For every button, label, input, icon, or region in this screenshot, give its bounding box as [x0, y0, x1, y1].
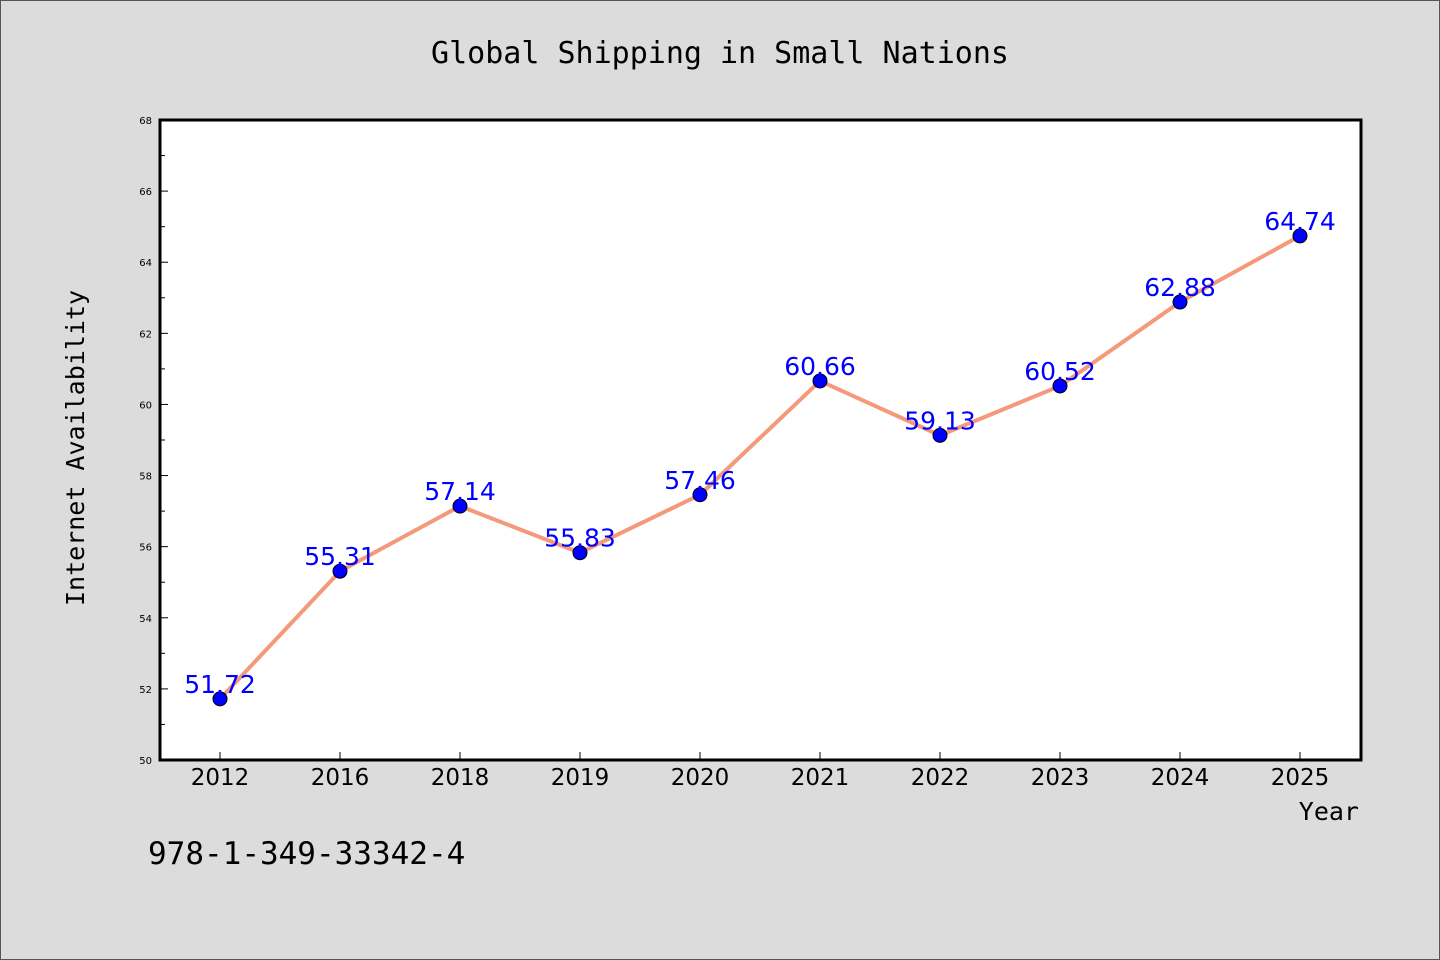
data-point	[1052, 378, 1068, 394]
y-tick-label: 50	[139, 756, 152, 767]
x-axis-label: Year	[1299, 797, 1359, 826]
data-label: 55.31	[304, 542, 376, 571]
x-tick-label: 2023	[1031, 765, 1090, 791]
data-label: 57.46	[664, 466, 736, 495]
data-point	[932, 427, 948, 443]
x-axis-ticks: 2012 2016 2018 2019 2020 2021 2022 2023 2024 2025	[191, 752, 1330, 791]
x-tick-label: 2025	[1271, 765, 1330, 791]
y-tick-label: 56	[139, 543, 152, 554]
data-point	[1172, 294, 1188, 310]
data-label: 60.66	[784, 352, 856, 381]
x-tick-label: 2020	[671, 765, 730, 791]
x-tick-label: 2018	[431, 765, 490, 791]
data-point	[212, 691, 228, 707]
x-tick-label: 2024	[1151, 765, 1210, 791]
x-tick-label: 2021	[791, 765, 850, 791]
y-tick-label: 66	[139, 187, 152, 198]
data-label: 59.13	[904, 406, 976, 435]
y-tick-label: 54	[139, 614, 152, 625]
data-label: 55.83	[544, 524, 616, 553]
y-tick-label: 52	[139, 685, 152, 696]
data-point	[572, 545, 588, 561]
data-point	[692, 487, 708, 503]
data-label: 62.88	[1144, 273, 1216, 302]
plot-frame	[158, 118, 1363, 762]
y-tick-label: 58	[139, 472, 152, 483]
y-tick-label: 60	[139, 400, 152, 411]
y-tick-label: 62	[139, 329, 152, 340]
y-tick-label: 68	[139, 116, 152, 127]
data-label: 64.74	[1264, 207, 1336, 236]
data-label: 60.52	[1024, 357, 1096, 386]
isbn-text: 978-1-349-33342-4	[148, 836, 465, 872]
x-tick-label: 2019	[551, 765, 610, 791]
y-axis-label: Internet Availability	[61, 290, 90, 606]
y-tick-label: 64	[139, 258, 152, 269]
data-point	[332, 563, 348, 579]
chart-title: Global Shipping in Small Nations	[431, 36, 1009, 71]
x-tick-label: 2012	[191, 765, 250, 791]
data-point	[1292, 228, 1308, 244]
x-tick-label: 2016	[311, 765, 370, 791]
series-line	[218, 233, 1302, 701]
data-label: 57.14	[424, 477, 496, 506]
data-point	[812, 373, 828, 389]
x-tick-label: 2022	[911, 765, 970, 791]
data-label: 51.72	[184, 670, 256, 699]
series-layer: 51.72 55.31 57.14 55.83 57.46 60.66 59.13 60.52…	[184, 207, 1336, 707]
data-point	[452, 498, 468, 514]
